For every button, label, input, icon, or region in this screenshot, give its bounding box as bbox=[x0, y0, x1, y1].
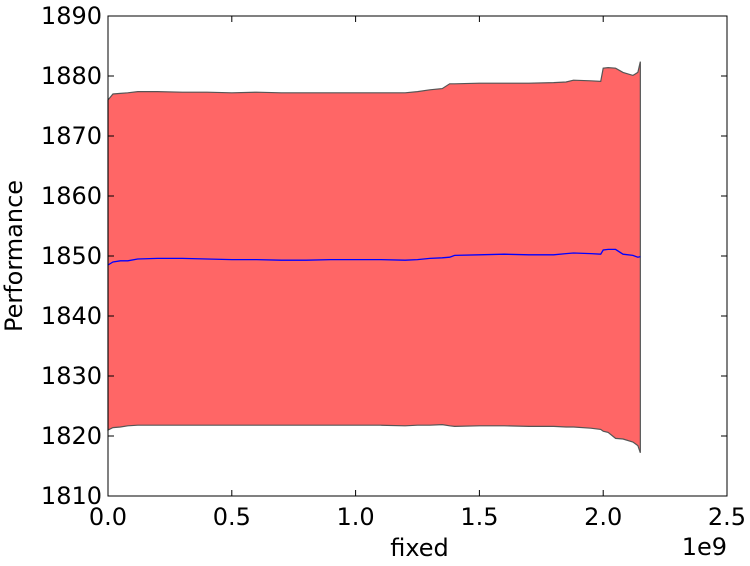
x-tick-label: 1.5 bbox=[460, 503, 498, 531]
y-axis-label: Performance bbox=[0, 180, 28, 332]
x-tick-label: 0.0 bbox=[89, 503, 127, 531]
y-tick-label: 1860 bbox=[41, 182, 102, 210]
y-tick-label: 1810 bbox=[41, 482, 102, 510]
x-tick-label: 2.0 bbox=[584, 503, 622, 531]
plot-layer bbox=[107, 61, 641, 453]
y-tick-label: 1880 bbox=[41, 62, 102, 90]
x-axis-label: fixed bbox=[390, 534, 449, 562]
y-tick-label: 1830 bbox=[41, 362, 102, 390]
y-tick-label: 1890 bbox=[41, 2, 102, 30]
x-tick-label: 2.5 bbox=[708, 503, 746, 531]
ticks-layer: 0.0 0.5 1.0 1.5 2.0 2.5 1810 1820 1830 1840 1850 18… bbox=[41, 2, 746, 531]
confidence-band bbox=[107, 61, 641, 453]
mean-line bbox=[107, 248, 641, 266]
y-tick-label: 1850 bbox=[41, 242, 102, 270]
x-tick-label: 1.0 bbox=[337, 503, 375, 531]
y-tick-label: 1840 bbox=[41, 302, 102, 330]
y-tick-label: 1820 bbox=[41, 422, 102, 450]
y-tick-label: 1870 bbox=[41, 122, 102, 150]
x-tick-label: 0.5 bbox=[213, 503, 251, 531]
x-offset-text: 1e9 bbox=[682, 533, 727, 561]
